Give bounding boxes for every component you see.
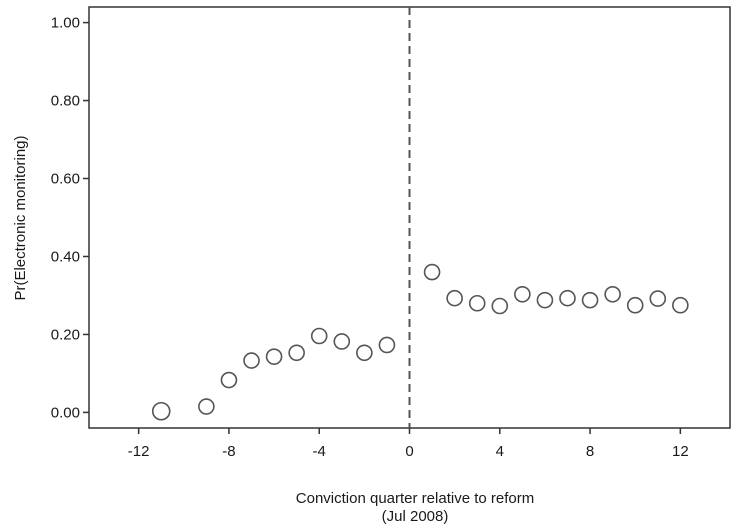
data-point [423, 263, 441, 281]
data-point [581, 291, 599, 309]
data-point [604, 285, 621, 303]
y-axis-title: Pr(Electronic monitoring) [12, 135, 29, 300]
x-tick-label: 12 [672, 443, 689, 460]
data-point [310, 327, 328, 345]
y-axis: 0.00 0.20 0.40 0.60 0.80 1.00 [51, 15, 89, 421]
y-tick-label: 1.00 [51, 15, 80, 32]
x-tick-label: 0 [405, 443, 413, 460]
x-tick-label: -4 [313, 443, 326, 460]
y-tick-label: 0.40 [51, 248, 80, 265]
data-point [198, 398, 215, 415]
x-tick-label: -12 [128, 443, 150, 460]
x-axis-title: Conviction quarter relative to reform [296, 490, 534, 507]
x-tick-label: -8 [222, 443, 235, 460]
data-point [559, 289, 576, 307]
data-point [333, 333, 351, 350]
data-point [672, 296, 689, 314]
data-point [536, 291, 554, 309]
y-tick-label: 0.00 [51, 404, 80, 421]
data-point [243, 352, 260, 369]
data-point [220, 371, 238, 389]
x-axis: -12 -8 -4 0 4 8 12 [128, 428, 689, 460]
data-point [446, 289, 463, 307]
data-point [378, 336, 396, 354]
data-point [514, 285, 531, 303]
data-point [626, 296, 644, 314]
data-points [151, 263, 689, 421]
y-tick-label: 0.60 [51, 171, 80, 188]
data-point [491, 297, 509, 315]
data-point [265, 348, 283, 365]
data-point [151, 401, 171, 421]
data-point [649, 290, 667, 307]
data-point [356, 344, 373, 362]
x-tick-label: 4 [496, 443, 504, 460]
y-tick-label: 0.20 [51, 326, 80, 343]
x-axis-title-sub: (Jul 2008) [382, 508, 449, 525]
y-tick-label: 0.80 [51, 93, 80, 110]
x-tick-label: 8 [586, 443, 594, 460]
data-point [468, 294, 486, 312]
data-point [288, 344, 305, 362]
